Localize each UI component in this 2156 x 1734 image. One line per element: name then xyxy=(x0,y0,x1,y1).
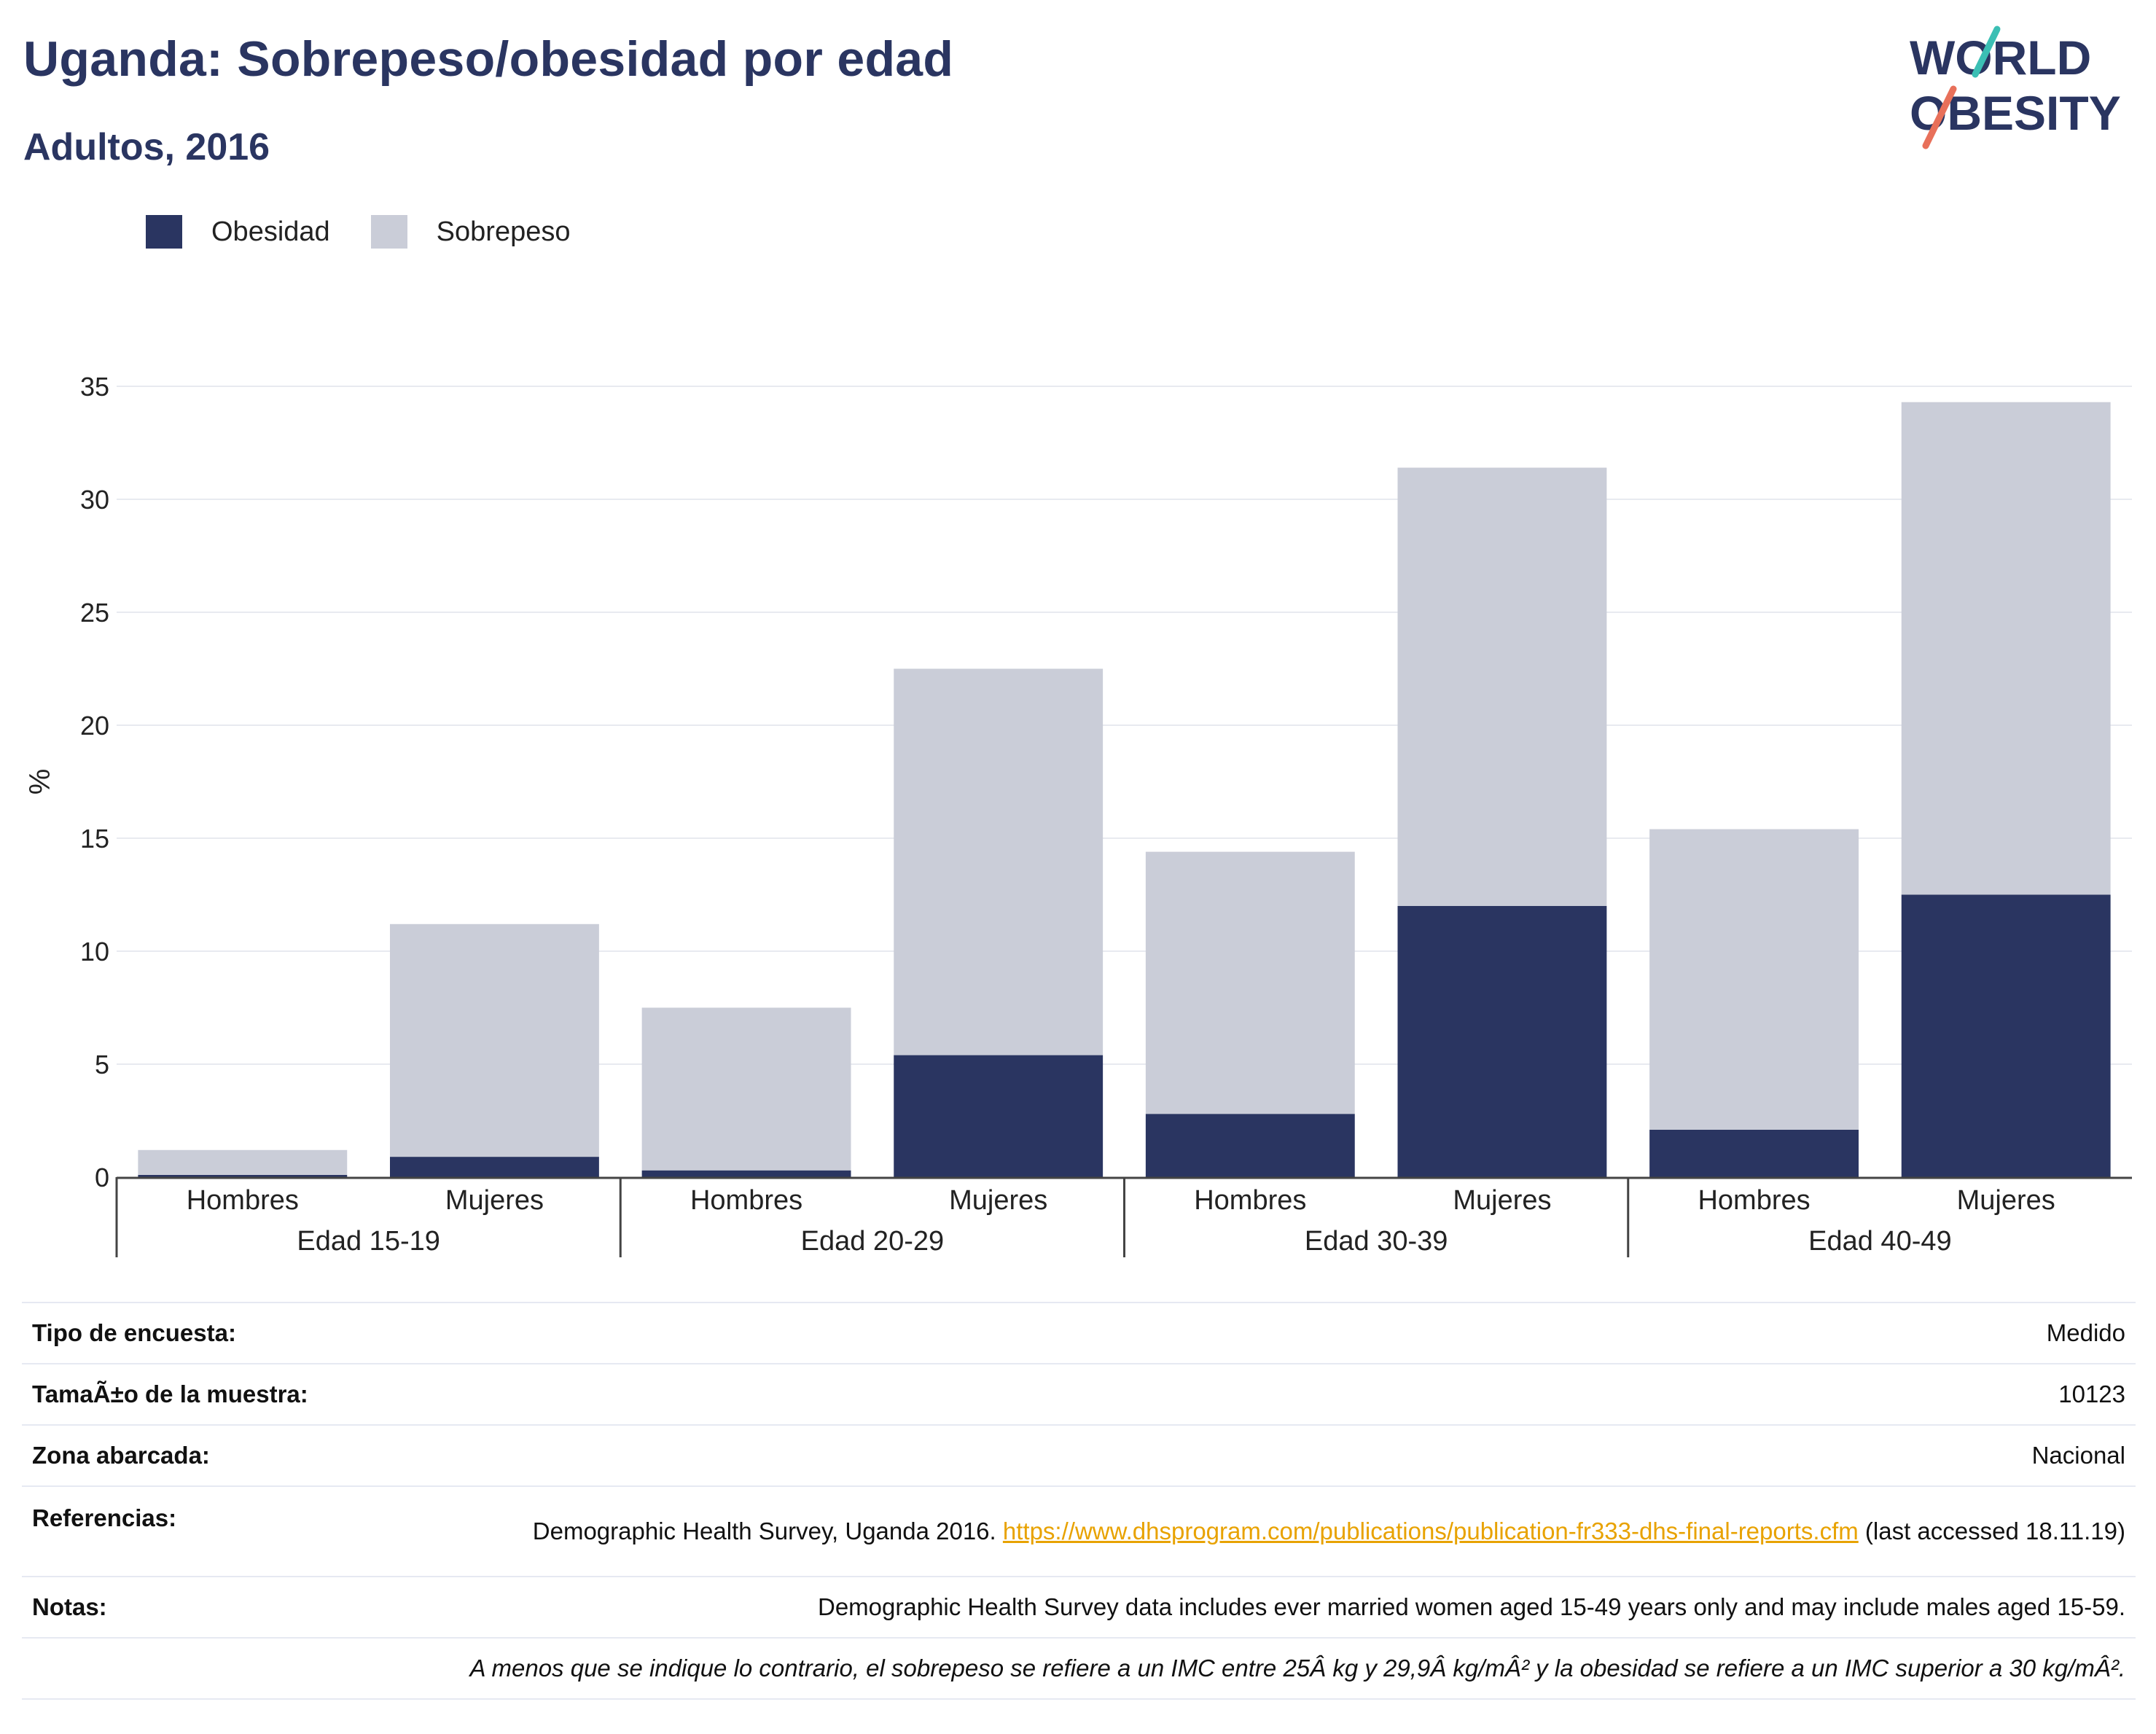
bar-overweight xyxy=(894,668,1104,1055)
info-value: Medido xyxy=(421,1302,2136,1364)
bar-obesity xyxy=(1901,894,2111,1177)
bar-obesity xyxy=(1145,1114,1355,1177)
legend-item-overweight: Sobrepeso xyxy=(370,215,571,249)
info-value: 10123 xyxy=(421,1363,2136,1425)
legend-swatch-overweight xyxy=(370,215,407,249)
x-tick-label: Mujeres xyxy=(445,1185,544,1216)
y-tick-label: 30 xyxy=(80,485,109,515)
bar-obesity xyxy=(894,1055,1104,1177)
chart-title: Uganda: Sobrepeso/obesidad por edad xyxy=(23,31,954,87)
info-row-survey-type: Tipo de encuesta: Medido xyxy=(22,1302,2136,1364)
bar-obesity xyxy=(641,1170,851,1177)
info-row-sample-size: TamaÃ±o de la muestra: 10123 xyxy=(22,1363,2136,1425)
logo-text-world: WORLD xyxy=(1910,31,2091,85)
bar-obesity xyxy=(390,1157,599,1177)
x-tick-label: Hombres xyxy=(690,1185,802,1216)
reference-accessed: (last accessed 18.11.19) xyxy=(1858,1518,2125,1544)
chart-subtitle: Adultos, 2016 xyxy=(23,126,270,168)
info-row-notes: Notas: Demographic Health Survey data in… xyxy=(22,1576,2136,1638)
info-label: Referencias: xyxy=(22,1485,421,1577)
footnote-text: A menos que se indique lo contrario, el … xyxy=(22,1637,2136,1700)
x-tick-label: Hombres xyxy=(1194,1185,1306,1216)
info-row-references: Referencias: Demographic Health Survey, … xyxy=(22,1485,2136,1577)
x-tick-label: Mujeres xyxy=(1453,1185,1551,1216)
x-tick-label: Mujeres xyxy=(1957,1185,2055,1216)
y-tick-label: 20 xyxy=(80,711,109,741)
y-tick-label: 35 xyxy=(80,372,109,402)
legend-label-overweight: Sobrepeso xyxy=(436,216,571,247)
bar-overweight xyxy=(1649,829,1859,1130)
info-row-coverage: Zona abarcada: Nacional xyxy=(22,1424,2136,1486)
world-obesity-logo: WORLD OBESITY xyxy=(1910,26,2121,149)
info-value: Demographic Health Survey data includes … xyxy=(421,1576,2136,1638)
y-axis-label: % xyxy=(24,769,56,795)
bar-overweight xyxy=(1145,851,1355,1114)
bar-overweight xyxy=(390,923,599,1157)
survey-info-table: Tipo de encuesta: Medido TamaÃ±o de la m… xyxy=(22,1302,2136,1700)
bar-overweight xyxy=(641,1007,851,1171)
y-tick-label: 10 xyxy=(80,937,109,966)
info-value-references: Demographic Health Survey, Uganda 2016. … xyxy=(421,1485,2136,1577)
bar-chart: 0 5 10 15 20 25 30 35% Hombres Mujeres Hombres Muje… xyxy=(24,372,2132,1257)
group-label: Edad 30-39 xyxy=(1305,1226,1448,1257)
legend-label-obesity: Obesidad xyxy=(211,216,330,247)
legend-item-obesity: Obesidad xyxy=(146,215,330,249)
x-tick-label: Mujeres xyxy=(949,1185,1047,1216)
y-tick-label: 5 xyxy=(95,1050,109,1079)
y-tick-label: 25 xyxy=(80,598,109,628)
info-value: Nacional xyxy=(421,1424,2136,1486)
group-label: Edad 20-29 xyxy=(801,1226,945,1257)
logo-slash-teal xyxy=(1972,26,2001,78)
bar-obesity xyxy=(1649,1129,1859,1177)
bar-overweight xyxy=(1397,467,1607,906)
bar-overweight xyxy=(138,1149,348,1175)
logo-slash-coral xyxy=(1922,85,1957,149)
bar-overweight xyxy=(1901,402,2111,895)
bar-obesity xyxy=(1397,906,1607,1177)
x-tick-label: Hombres xyxy=(187,1185,299,1216)
legend-swatch-obesity xyxy=(146,215,182,249)
y-tick-label: 15 xyxy=(80,824,109,854)
reference-text: Demographic Health Survey, Uganda 2016. xyxy=(532,1518,1003,1544)
info-row-footnote: A menos que se indique lo contrario, el … xyxy=(22,1637,2136,1700)
x-tick-label: Hombres xyxy=(1698,1185,1810,1216)
group-label: Edad 40-49 xyxy=(1808,1226,1952,1257)
reference-link[interactable]: https://www.dhsprogram.com/publications/… xyxy=(1002,1518,1859,1544)
group-label: Edad 15-19 xyxy=(297,1226,440,1257)
y-tick-label: 0 xyxy=(95,1163,109,1192)
info-label: Zona abarcada: xyxy=(22,1424,421,1486)
bar-obesity xyxy=(138,1174,348,1177)
info-label: Tipo de encuesta: xyxy=(22,1302,421,1364)
info-label: TamaÃ±o de la muestra: xyxy=(22,1363,421,1425)
info-label: Notas: xyxy=(22,1576,421,1638)
chart-legend: Obesidad Sobrepeso xyxy=(146,215,611,249)
